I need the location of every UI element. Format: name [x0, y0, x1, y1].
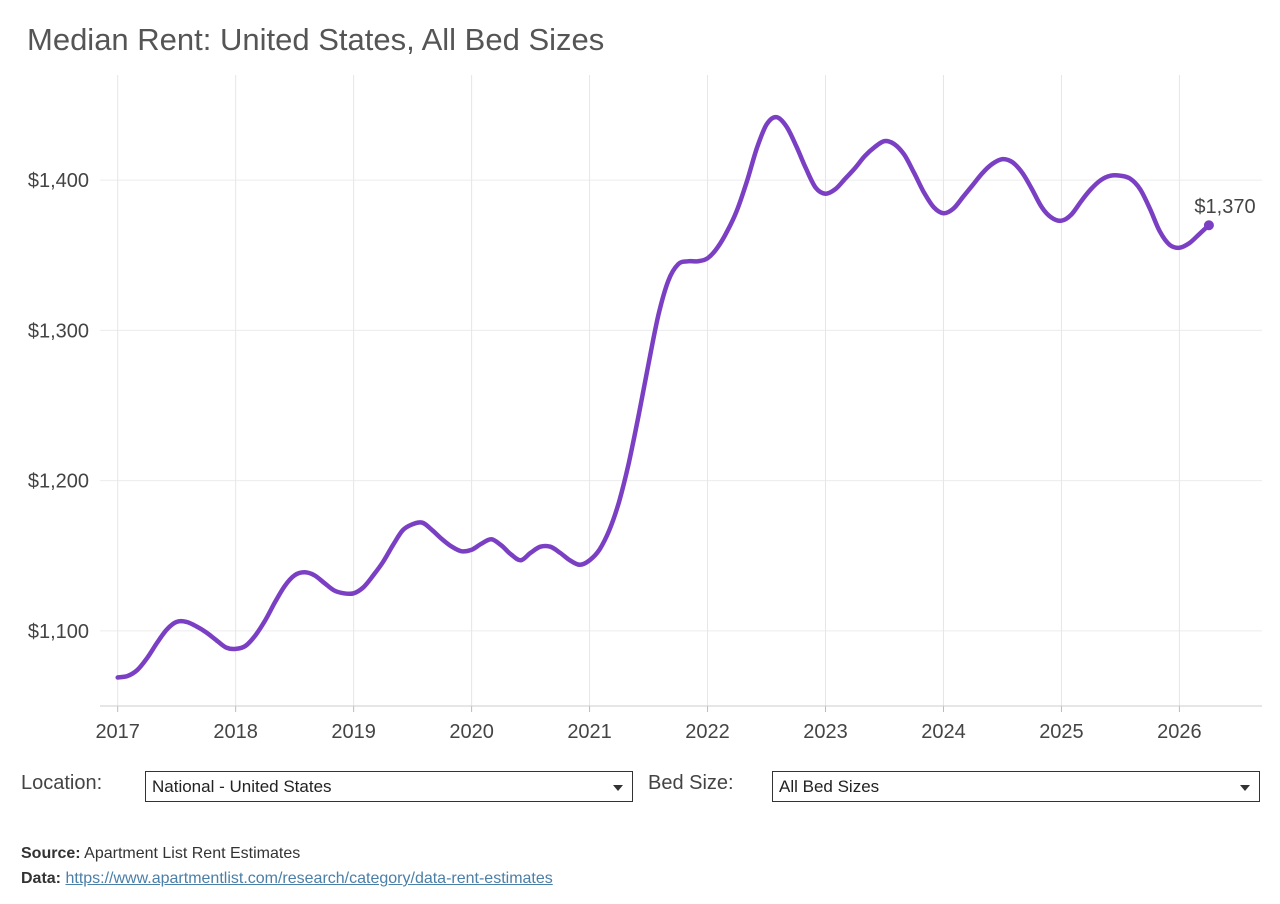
location-label: Location:	[21, 772, 103, 794]
x-tick-label: 2022	[685, 721, 730, 743]
axes: $1,100 $1,200 $1,300 $1,400 2017 2018 2019 2020…	[28, 170, 1262, 743]
bedsize-select-value: All Bed Sizes	[779, 777, 880, 796]
x-tick-label: 2023	[803, 721, 848, 743]
x-tick-label: 2020	[449, 721, 494, 743]
x-tick-label: 2021	[567, 721, 612, 743]
data-line: Data: https://www.apartmentlist.com/rese…	[21, 870, 553, 888]
bedsize-select[interactable]: All Bed Sizes	[772, 771, 1260, 802]
y-tick-label: $1,400	[28, 170, 89, 192]
source-text: Apartment List Rent Estimates	[84, 845, 301, 862]
location-select-value: National - United States	[152, 777, 332, 796]
data-link[interactable]: https://www.apartmentlist.com/research/c…	[65, 870, 553, 887]
chart-title: Median Rent: United States, All Bed Size…	[27, 22, 605, 57]
x-tick-label: 2026	[1157, 721, 1202, 743]
x-tick-label: 2017	[95, 721, 140, 743]
line-chart: $1,100 $1,200 $1,300 $1,400 2017 2018 2019 2020…	[28, 75, 1262, 743]
chevron-down-icon	[1240, 785, 1250, 791]
y-tick-label: $1,200	[28, 471, 89, 493]
chevron-down-icon	[613, 785, 623, 791]
series-line-median-rent	[115, 114, 1212, 680]
end-point-label: $1,370	[1194, 196, 1255, 218]
x-tick-label: 2019	[331, 721, 376, 743]
x-tick-label: 2025	[1039, 721, 1084, 743]
gridlines	[100, 75, 1262, 706]
source-line: Source: Apartment List Rent Estimates	[21, 845, 300, 863]
end-point-marker	[1203, 220, 1214, 231]
bedsize-label: Bed Size:	[648, 772, 734, 794]
x-tick-label: 2018	[213, 721, 258, 743]
location-select[interactable]: National - United States	[145, 771, 633, 802]
x-tick-label: 2024	[921, 721, 966, 743]
source-label: Source:	[21, 845, 81, 862]
y-tick-label: $1,100	[28, 621, 89, 643]
y-tick-label: $1,300	[28, 320, 89, 342]
data-label: Data:	[21, 870, 62, 887]
